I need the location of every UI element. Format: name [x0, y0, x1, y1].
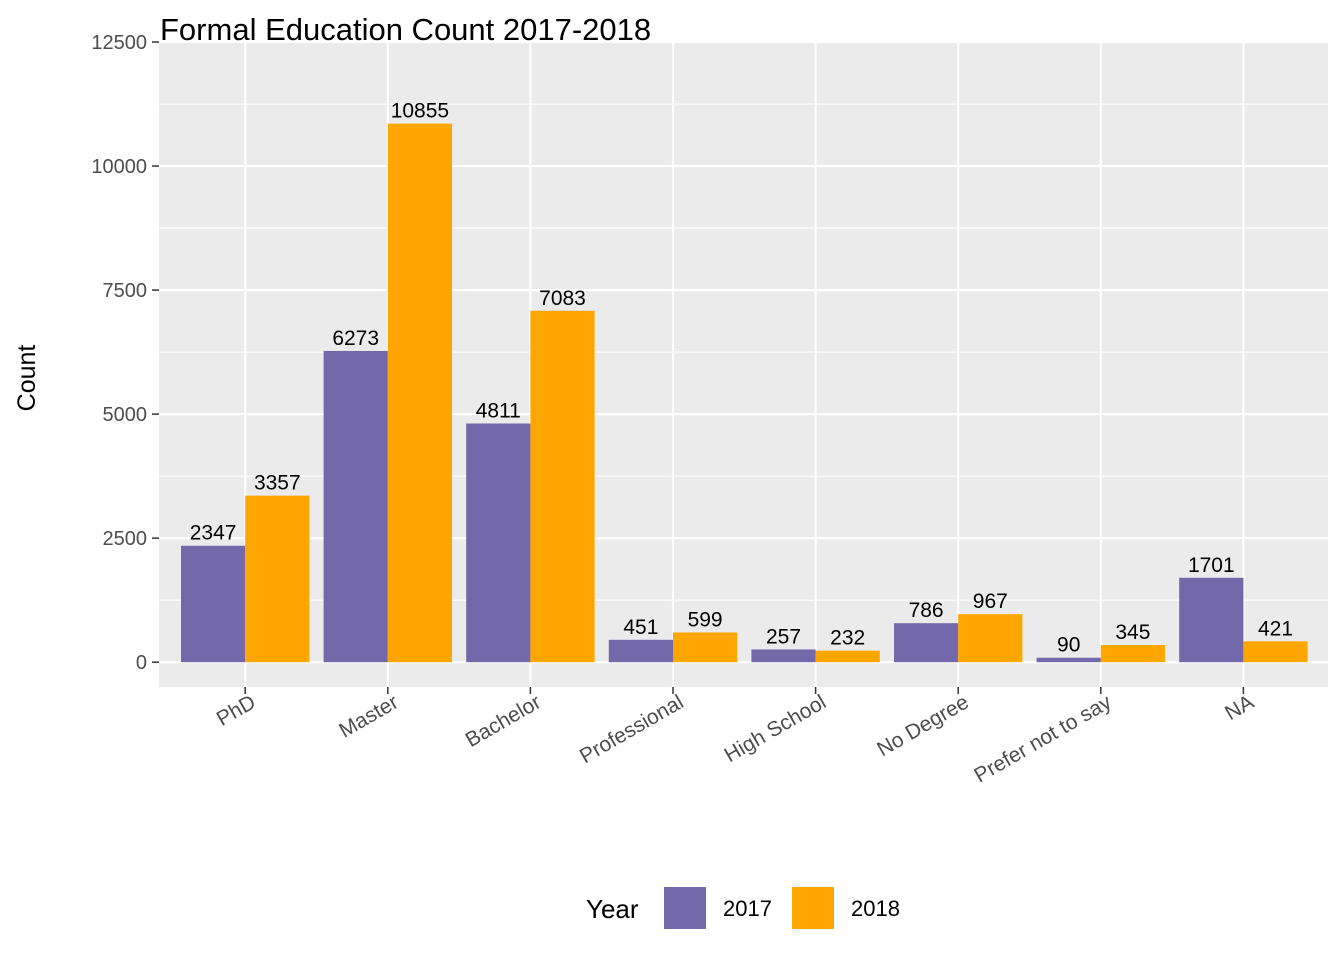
- bar-2018-high-school: [815, 650, 880, 663]
- legend-label-2018: 2018: [851, 896, 900, 921]
- x-tick-label: High School: [721, 691, 831, 768]
- bar-2017-master: [323, 350, 388, 663]
- data-label: 1701: [1188, 554, 1235, 577]
- data-label: 786: [909, 599, 944, 622]
- plot-area: 2347 6273 4811 451 257 786 90 1701 3357 10855 7083…: [91, 32, 1328, 787]
- y-tick-label: 2500: [103, 528, 148, 550]
- bar-2017-phd: [181, 545, 246, 663]
- legend-items: 2017 2018: [664, 887, 900, 929]
- x-tick-label: NA: [1221, 691, 1258, 726]
- data-label: 10855: [391, 100, 449, 123]
- data-label: 4811: [476, 399, 521, 422]
- y-tick-label: 12500: [91, 32, 147, 54]
- bar-2017-bachelor: [466, 423, 531, 663]
- data-label: 90: [1057, 634, 1080, 657]
- data-label: 232: [830, 627, 865, 650]
- x-tick-label: No Degree: [873, 691, 972, 762]
- data-label: 2347: [190, 522, 237, 545]
- y-axis-label: Count: [13, 345, 41, 412]
- x-tick-label: Bachelor: [462, 691, 545, 752]
- data-label: 257: [766, 625, 801, 648]
- bar-2018-bachelor: [530, 310, 595, 663]
- data-label: 7083: [539, 287, 586, 310]
- bar-2018-professional: [673, 632, 738, 663]
- y-tick-label: 7500: [103, 280, 148, 302]
- bar-2017-no-degree: [894, 623, 959, 663]
- data-label: 345: [1115, 621, 1150, 644]
- bar-2018-no-degree: [958, 614, 1023, 663]
- data-label: 6273: [332, 327, 379, 350]
- data-label: 967: [973, 590, 1008, 613]
- x-tick-label: Prefer not to say: [970, 690, 1115, 787]
- legend-swatch-2018: [792, 887, 834, 929]
- bar-2017-professional: [608, 639, 673, 663]
- bar-2018-na: [1243, 641, 1308, 663]
- bar-2018-master: [387, 123, 452, 663]
- y-tick-label: 10000: [91, 156, 147, 178]
- legend-label-2017: 2017: [723, 896, 772, 921]
- y-tick-label: 5000: [103, 404, 148, 426]
- y-tick-label: 0: [136, 652, 147, 674]
- x-tick-label: PhD: [213, 691, 260, 731]
- x-tick-label: Professional: [576, 691, 688, 769]
- x-tick-label: Master: [335, 691, 402, 743]
- bar-2017-prefer-not-to-say: [1036, 657, 1101, 663]
- bar-2018-phd: [245, 495, 310, 663]
- data-label: 599: [688, 608, 723, 631]
- data-label: 421: [1258, 617, 1293, 640]
- data-label: 3357: [254, 472, 301, 495]
- bar-2018-prefer-not-to-say: [1100, 645, 1165, 663]
- legend-swatch-2017: [664, 887, 706, 929]
- bar-2017-high-school: [751, 649, 816, 663]
- legend: Year 2017 2018: [586, 887, 900, 929]
- bar-2017-na: [1179, 577, 1244, 663]
- legend-title: Year: [586, 894, 639, 924]
- data-label: 451: [623, 616, 658, 639]
